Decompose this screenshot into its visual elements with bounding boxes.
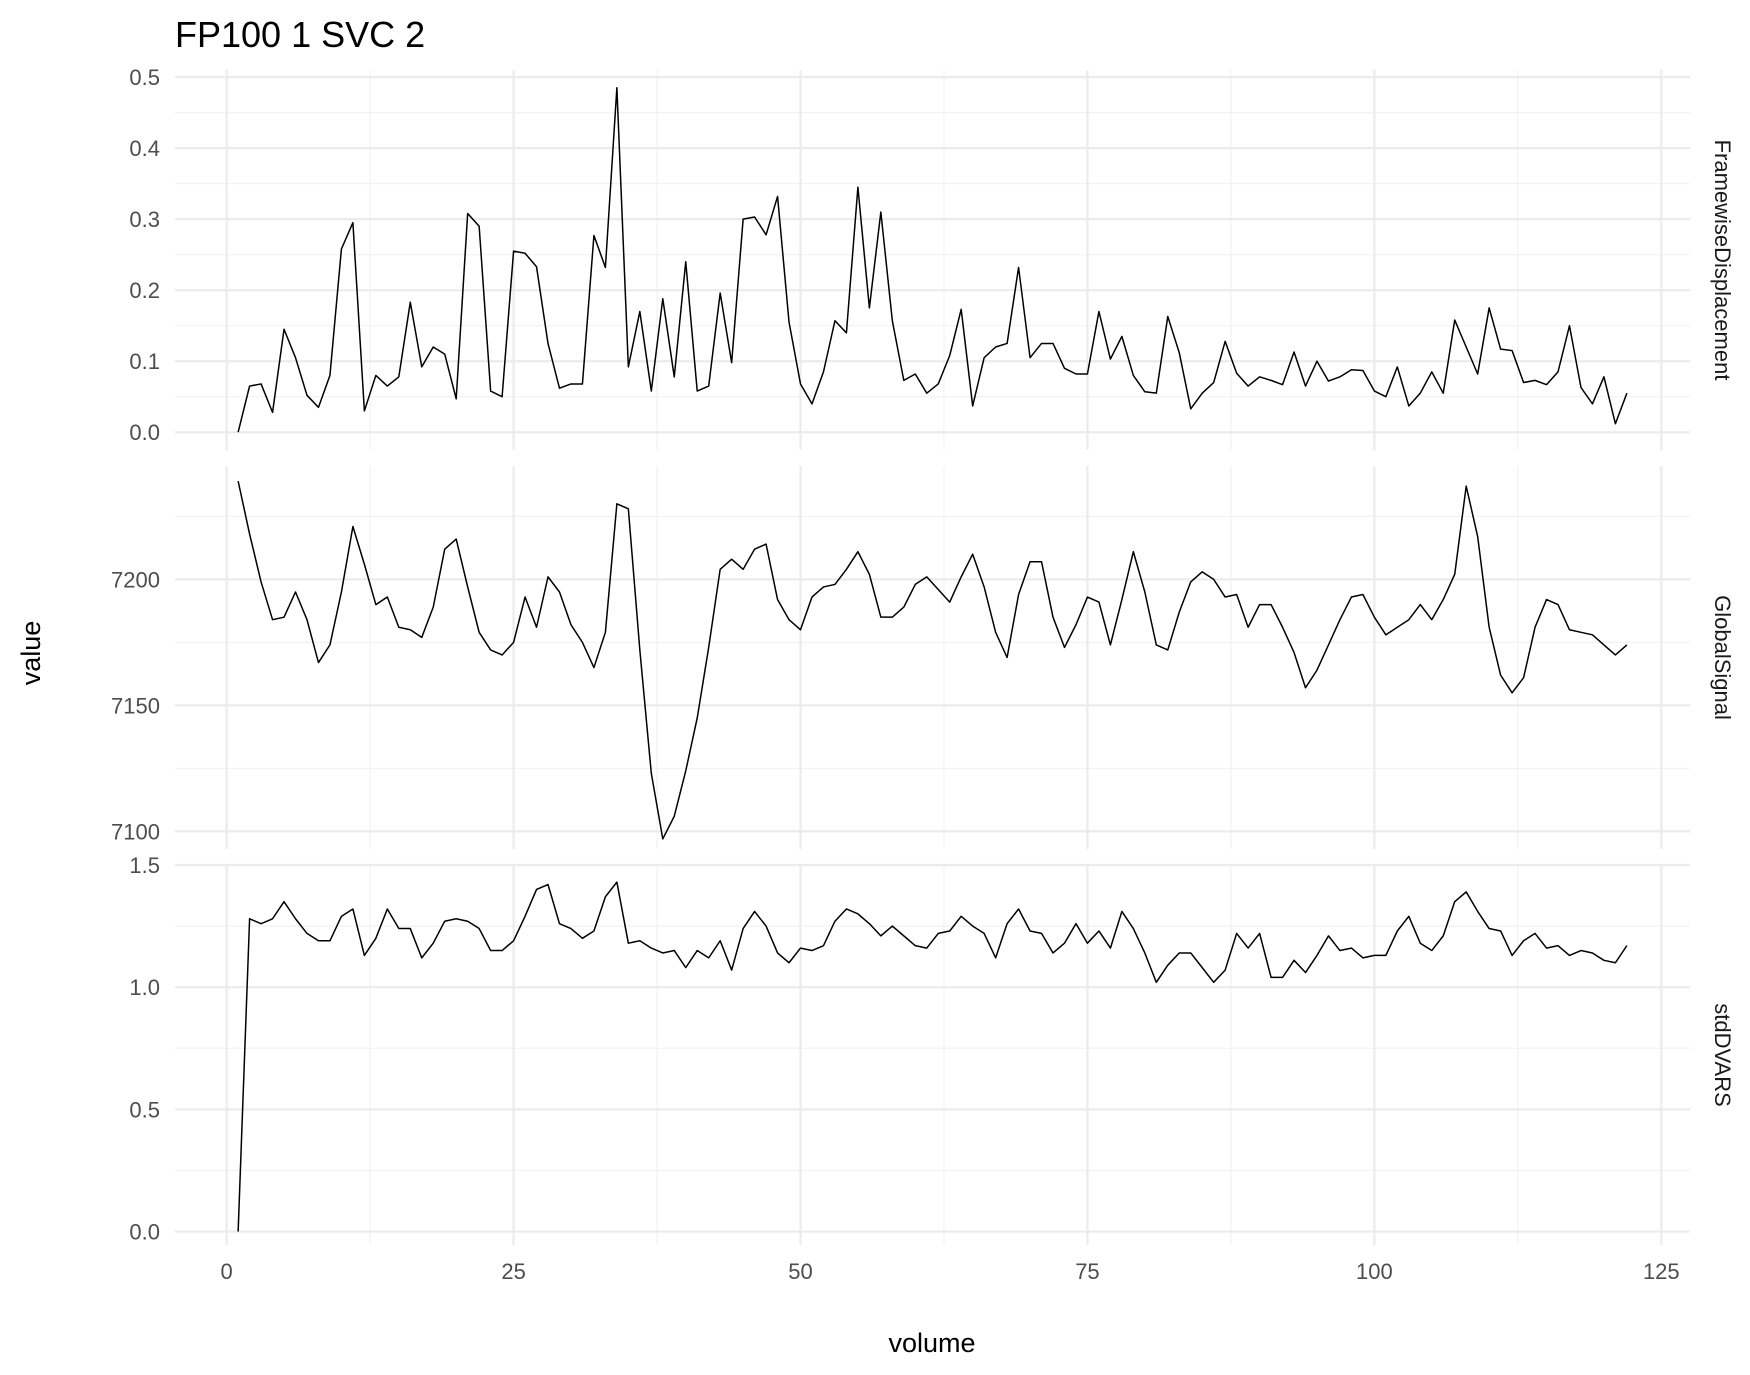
panel-FramewiseDisplacement: 0.0 0.1 0.2 0.3 0.4 0.5 FramewiseDisplacement (129, 65, 1735, 450)
facet-strip-label: stdDVARS (1710, 1003, 1735, 1107)
panel-GlobalSignal: 7100 7150 7200 GlobalSignal (111, 466, 1735, 849)
series-line-stdDVARS (237, 881, 1628, 1232)
y-tick-label: 7150 (111, 693, 160, 718)
y-tick-label: 7200 (111, 567, 160, 592)
y-tick-label: 0.1 (129, 349, 160, 374)
facet-strip-label: FramewiseDisplacement (1710, 140, 1735, 381)
x-tick-label: 125 (1643, 1259, 1680, 1284)
x-tick-label: 100 (1356, 1259, 1393, 1284)
x-axis-title: volume (888, 1328, 975, 1358)
y-tick-label: 0.0 (129, 420, 160, 445)
chart-title: FP100 1 SVC 2 (175, 14, 425, 55)
facet-panels: 0.0 0.1 0.2 0.3 0.4 0.5 FramewiseDisplacement 7… (111, 65, 1735, 1245)
y-tick-label: 0.4 (129, 136, 160, 161)
x-axis: 0 25 50 75 100 125 (221, 1259, 1680, 1284)
y-tick-label: 0.5 (129, 1097, 160, 1122)
panel-stdDVARS: 0.0 0.5 1.0 1.5 stdDVARS (129, 853, 1735, 1245)
y-tick-label: 0.0 (129, 1220, 160, 1245)
y-tick-label: 0.3 (129, 207, 160, 232)
y-tick-label: 1.5 (129, 853, 160, 878)
y-tick-label: 0.2 (129, 278, 160, 303)
y-tick-label: 0.5 (129, 65, 160, 90)
series-line-GlobalSignal (237, 480, 1628, 840)
facet-strip-label: GlobalSignal (1710, 595, 1735, 720)
series-line-FramewiseDisplacement (237, 87, 1628, 433)
x-tick-label: 50 (788, 1259, 812, 1284)
x-tick-label: 0 (221, 1259, 233, 1284)
y-tick-label: 7100 (111, 819, 160, 844)
x-tick-label: 75 (1075, 1259, 1099, 1284)
x-tick-label: 25 (501, 1259, 525, 1284)
y-tick-label: 1.0 (129, 975, 160, 1000)
y-axis-title: value (16, 621, 46, 686)
